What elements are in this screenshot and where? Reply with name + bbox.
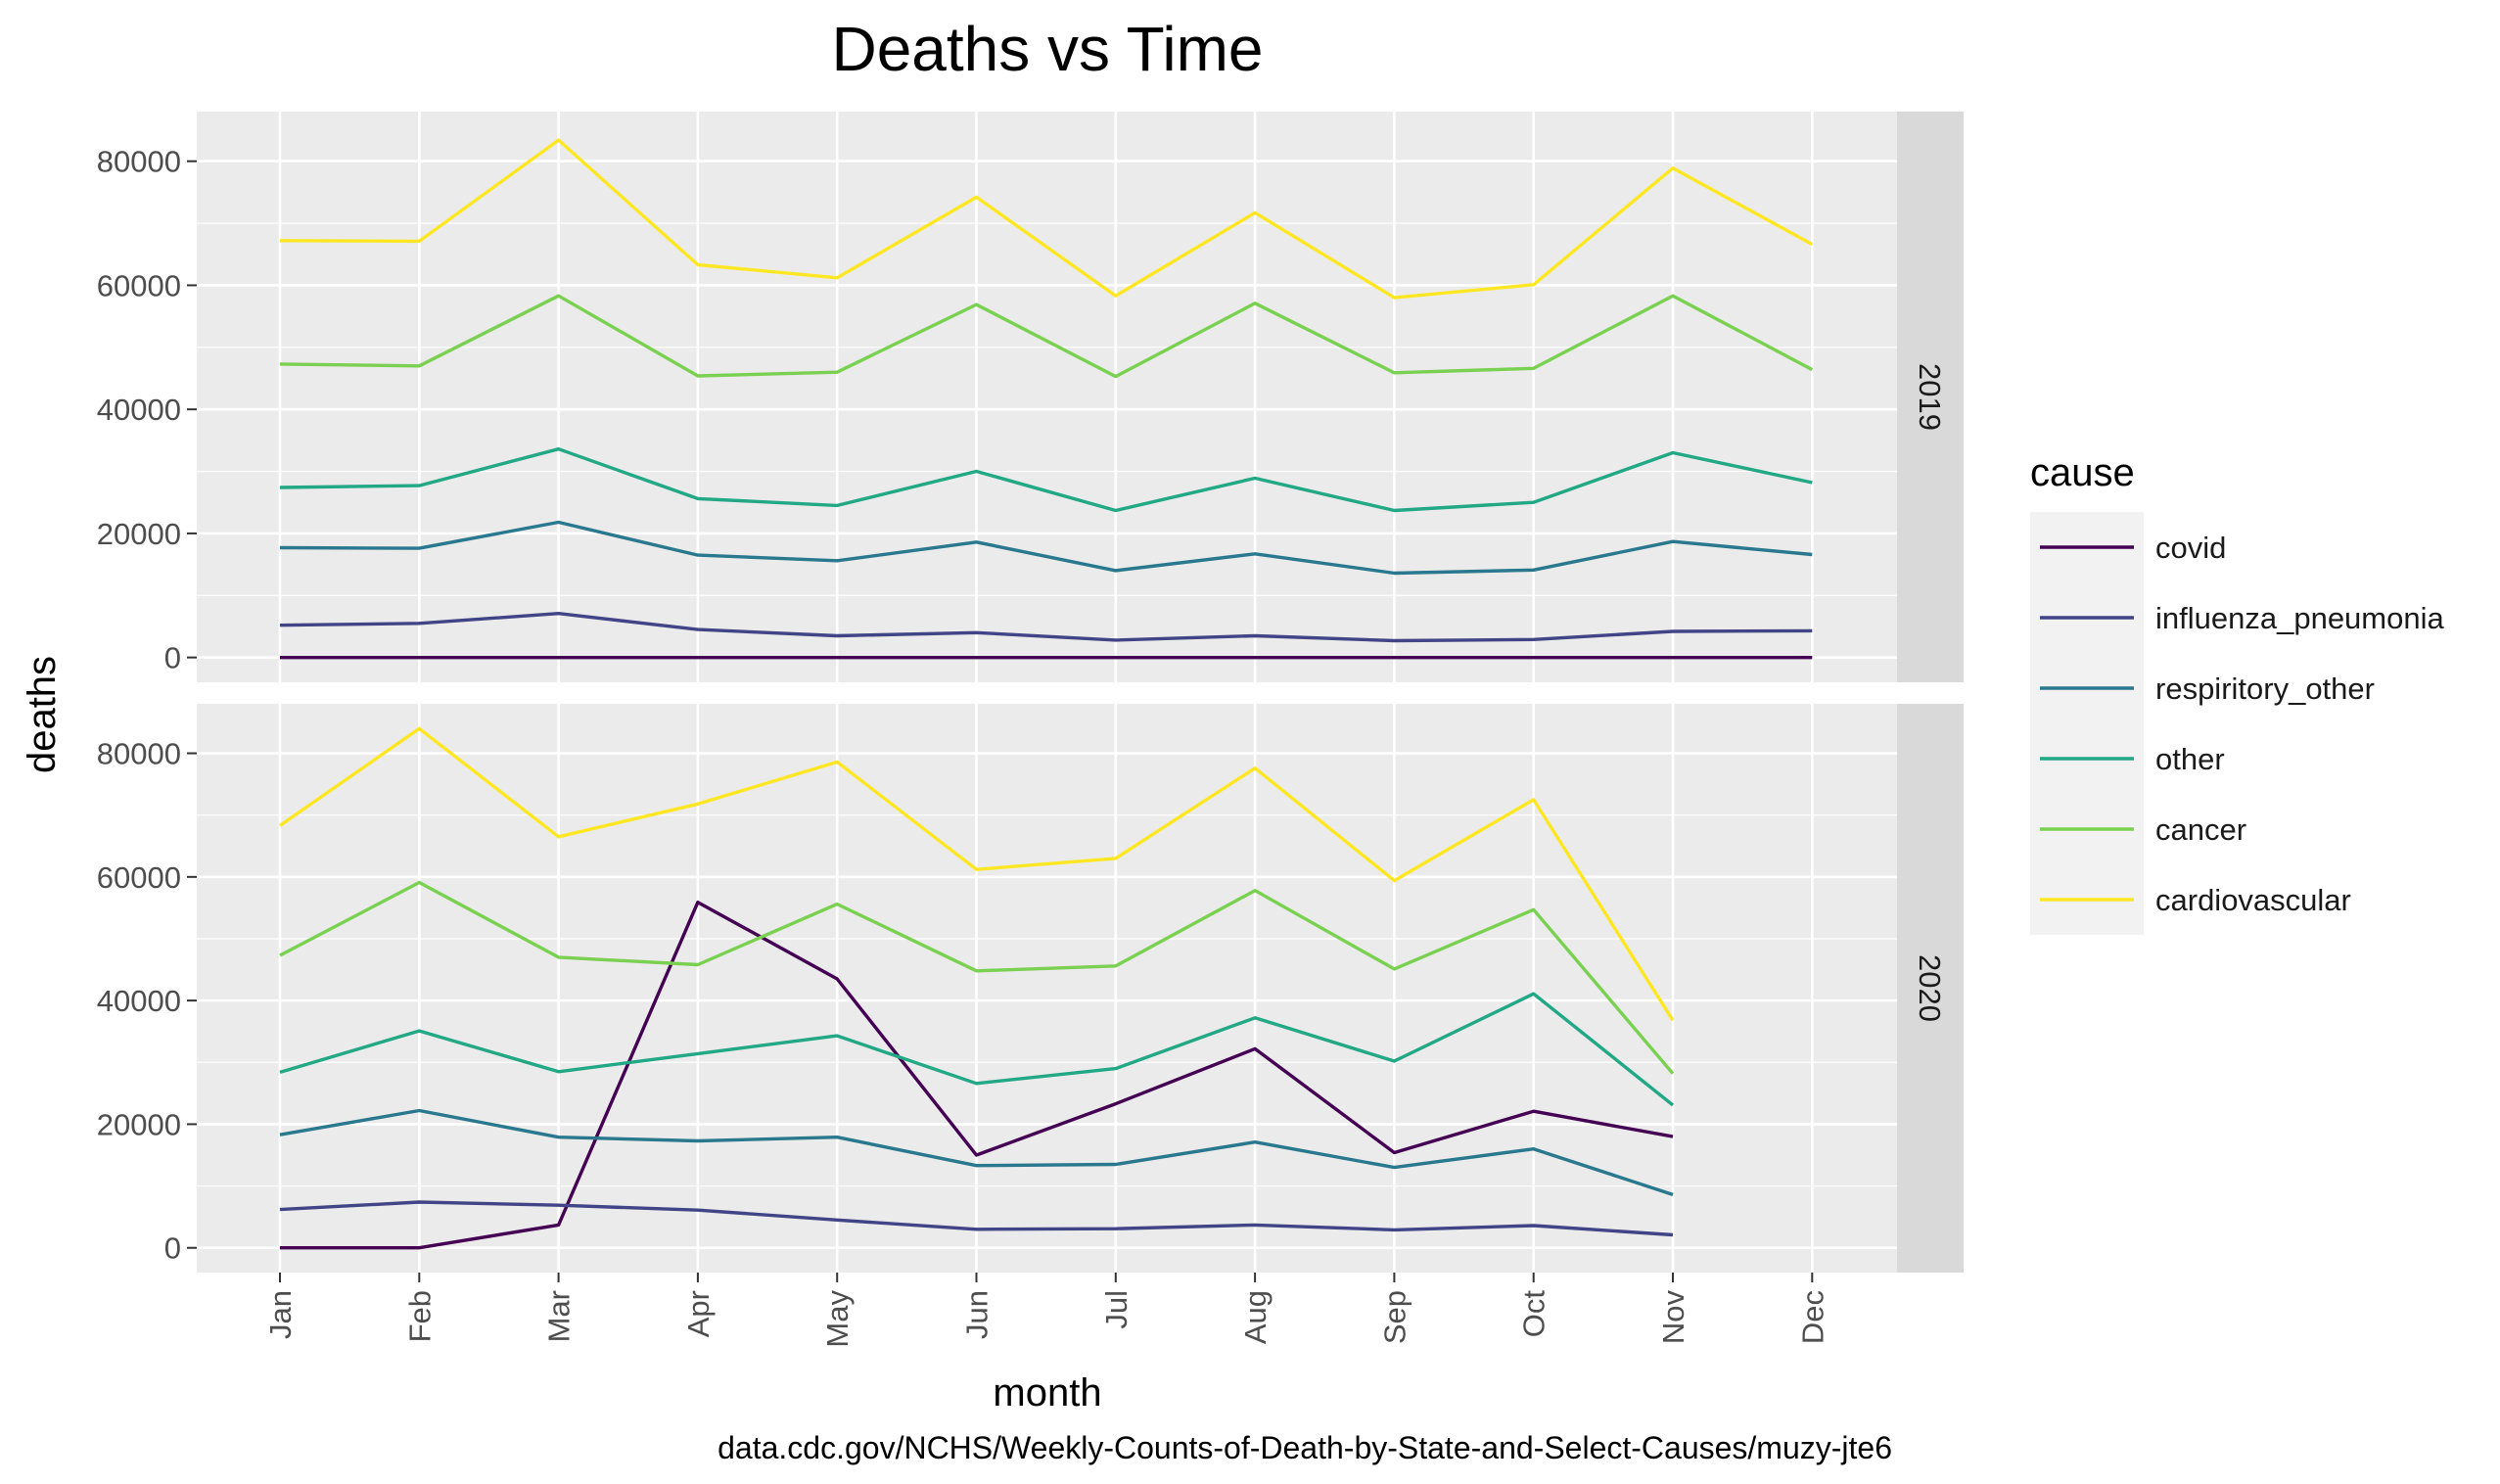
- chart-title: Deaths vs Time: [831, 14, 1263, 84]
- x-tick-label: Sep: [1377, 1290, 1412, 1344]
- x-tick-label: Jun: [960, 1290, 995, 1339]
- y-tick-label: 40000: [97, 984, 181, 1018]
- facet-panels: 0 20000 40000 60000 80000 2019 0 20000 40000 6000…: [97, 112, 1964, 1273]
- legend-title: cause: [2030, 451, 2135, 494]
- series-line-respiritory_other: [279, 520, 1813, 576]
- series-line-covid: [280, 901, 1674, 1250]
- legend-label-other: other: [2155, 742, 2225, 776]
- x-tick-label: Apr: [681, 1290, 716, 1337]
- x-axis: Jan Feb Mar Apr May Jun Jul Aug Sep Oct Nov Dec: [263, 1273, 1829, 1348]
- y-tick-label: 40000: [97, 393, 181, 427]
- series-line-respiritory_other: [279, 1108, 1674, 1197]
- legend-label-cardiovascular: cardiovascular: [2155, 883, 2351, 917]
- legend: cause covid influenza_pneumonia respiritor…: [2030, 451, 2444, 935]
- panel-background: [197, 112, 1897, 682]
- x-tick-label: Mar: [542, 1290, 577, 1342]
- x-tick-label: May: [820, 1290, 855, 1348]
- facet-strip-label: 2019: [1913, 363, 1947, 431]
- facet-strip: [1897, 112, 1964, 682]
- y-tick-label: 80000: [97, 145, 181, 179]
- series-line-other: [279, 447, 1813, 513]
- x-tick-label: Jan: [263, 1290, 298, 1339]
- panel-background: [197, 704, 1897, 1273]
- series-line-other: [279, 992, 1675, 1107]
- series-line-cardiovascular: [279, 726, 1675, 1022]
- x-tick-label: Oct: [1517, 1290, 1551, 1338]
- series-line-cardiovascular: [279, 138, 1814, 300]
- series-line-influenza_pneumonia: [279, 1200, 1674, 1237]
- x-tick-label: Feb: [402, 1290, 437, 1342]
- y-tick-label: 20000: [97, 517, 181, 551]
- y-tick-label: 0: [164, 1231, 181, 1266]
- panel-2020: 0 20000 40000 60000 80000 2020: [97, 704, 1964, 1273]
- y-axis-title: deaths: [21, 656, 64, 773]
- y-tick-label: 20000: [97, 1107, 181, 1141]
- series-line-cancer: [279, 880, 1675, 1075]
- legend-label-cancer: cancer: [2155, 812, 2246, 847]
- x-tick-label: Nov: [1656, 1290, 1690, 1345]
- legend-label-respiritory_other: respiritory_other: [2155, 672, 2375, 706]
- chart-caption: data.cdc.gov/NCHS/Weekly-Counts-of-Death…: [718, 1430, 1892, 1465]
- facet-strip: [1897, 704, 1964, 1273]
- legend-key-background: [2030, 512, 2144, 935]
- legend-label-covid: covid: [2155, 531, 2226, 565]
- x-tick-label: Aug: [1238, 1290, 1273, 1344]
- x-tick-label: Dec: [1795, 1290, 1829, 1344]
- y-tick-label: 60000: [97, 268, 181, 302]
- x-tick-label: Jul: [1099, 1290, 1134, 1329]
- facet-strip-label: 2020: [1913, 954, 1947, 1022]
- y-tick-label: 0: [164, 641, 181, 675]
- y-tick-label: 80000: [97, 737, 181, 771]
- panel-2019: 0 20000 40000 60000 80000 2019: [97, 112, 1964, 682]
- series-line-influenza_pneumonia: [279, 612, 1813, 643]
- series-line-cancer: [279, 294, 1814, 379]
- y-tick-label: 60000: [97, 860, 181, 895]
- x-axis-title: month: [993, 1371, 1101, 1414]
- legend-label-influenza_pneumonia: influenza_pneumonia: [2155, 601, 2444, 635]
